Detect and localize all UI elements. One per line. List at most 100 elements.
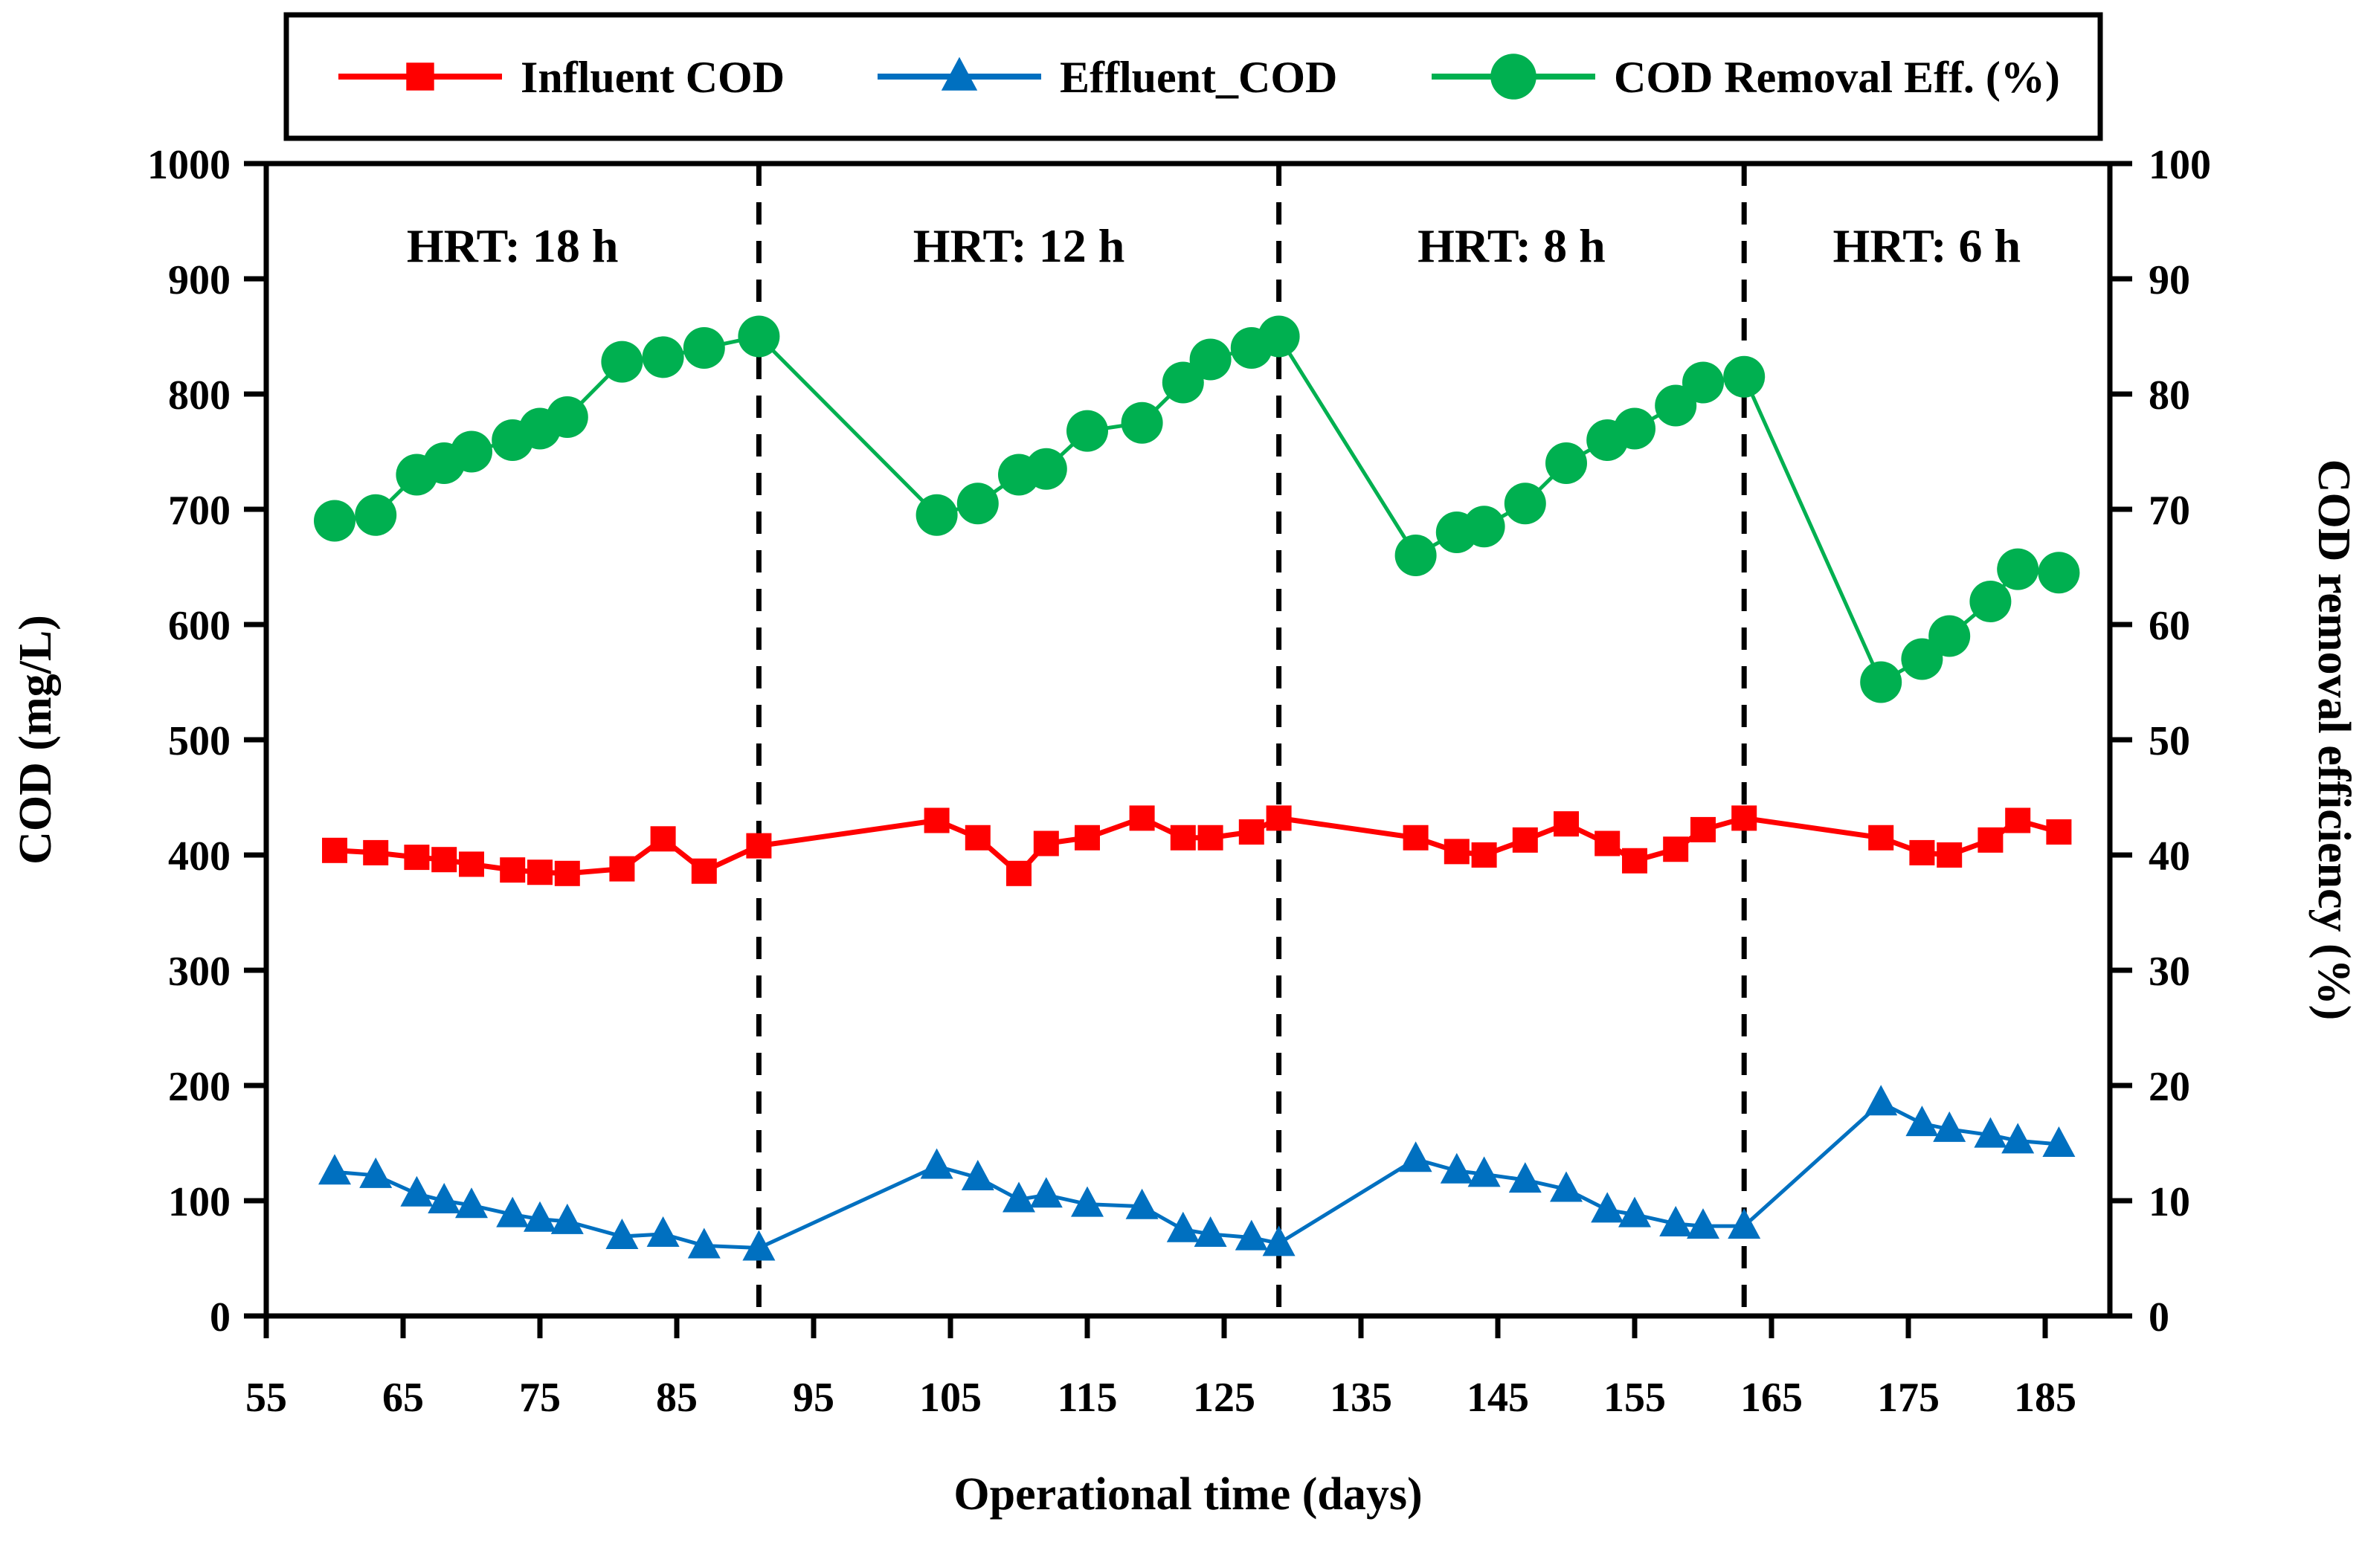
data-point — [1238, 819, 1264, 845]
data-point — [546, 396, 588, 438]
data-point — [1937, 842, 1963, 868]
data-point — [1467, 1156, 1501, 1187]
data-point — [1622, 848, 1647, 874]
data-point — [1928, 615, 1971, 657]
influent-marker-square-icon — [1197, 825, 1223, 851]
effluent-marker-triangle-icon — [1440, 1152, 1473, 1184]
effluent-marker-triangle-icon — [646, 1216, 680, 1247]
removal-marker-circle-icon — [1969, 581, 2012, 622]
data-point — [1170, 825, 1196, 851]
influent-marker-square-icon — [1909, 839, 1935, 865]
x-tick-label: 155 — [1603, 1375, 1666, 1421]
x-tick-label: 185 — [2014, 1375, 2076, 1421]
data-point — [1129, 805, 1155, 831]
data-point — [524, 1201, 556, 1232]
data-point — [642, 336, 684, 378]
influent-marker-square-icon — [406, 62, 434, 91]
effluent-marker-triangle-icon — [1029, 1177, 1063, 1208]
removal-marker-circle-icon — [1121, 401, 1163, 444]
influent-marker-square-icon — [1444, 839, 1470, 865]
data-point — [2046, 819, 2072, 845]
data-point — [1969, 581, 2012, 622]
data-point — [1618, 1196, 1651, 1227]
x-tick-label: 75 — [519, 1375, 561, 1421]
removal-marker-circle-icon — [642, 336, 684, 378]
data-point — [1025, 448, 1067, 490]
data-point — [605, 1219, 639, 1250]
x-tick-label: 95 — [793, 1375, 834, 1421]
removal-marker-circle-icon — [1614, 407, 1655, 450]
effluent-marker-triangle-icon — [605, 1219, 639, 1250]
series-effluent-cod — [318, 1085, 2076, 1261]
legend-item: Influent COD — [338, 53, 785, 102]
effluent-marker-triangle-icon — [1467, 1156, 1501, 1187]
data-point — [1121, 401, 1163, 444]
removal-marker-circle-icon — [915, 494, 958, 536]
data-point — [956, 483, 999, 525]
legend-label: Effluent_COD — [1060, 53, 1337, 102]
influent-marker-square-icon — [554, 860, 580, 886]
y-axis-right-title: COD removal efficiency (%) — [2308, 459, 2359, 1021]
data-point — [1550, 1171, 1583, 1202]
effluent-marker-triangle-icon — [1125, 1188, 1159, 1219]
data-point — [1723, 355, 1766, 398]
data-point — [738, 315, 780, 358]
effluent-marker-triangle-icon — [1659, 1206, 1693, 1236]
removal-marker-circle-icon — [1997, 548, 2039, 590]
removal-marker-circle-icon — [1545, 442, 1587, 484]
data-point — [1659, 1206, 1693, 1236]
y-axis-right: 0 10 20 30 40 50 60 70 80 90 100 — [2110, 142, 2211, 1340]
data-point — [1504, 483, 1546, 525]
data-point — [455, 1187, 488, 1219]
effluent-marker-triangle-icon — [1974, 1117, 2007, 1148]
data-point — [363, 839, 389, 865]
removal-marker-circle-icon — [1394, 535, 1437, 576]
removal-marker-circle-icon — [1025, 448, 1067, 490]
data-point — [500, 857, 526, 883]
legend-item: Effluent_COD — [878, 53, 1337, 102]
data-point — [920, 1148, 953, 1179]
influent-marker-square-icon — [1690, 816, 1716, 842]
x-tick-label: 55 — [245, 1375, 287, 1421]
effluent-marker-triangle-icon — [1235, 1219, 1268, 1251]
y-left-tick-label: 900 — [168, 257, 231, 303]
y-left-tick-label: 0 — [210, 1294, 231, 1340]
influent-marker-square-icon — [431, 847, 457, 873]
effluent-marker-triangle-icon — [920, 1148, 953, 1179]
data-point — [1868, 825, 1894, 851]
x-tick-label: 65 — [382, 1375, 424, 1421]
influent-marker-square-icon — [1403, 825, 1429, 851]
removal-marker-circle-icon — [451, 430, 492, 473]
data-point — [961, 1160, 994, 1190]
effluent-marker-triangle-icon — [1550, 1171, 1583, 1202]
x-axis: 55 65 75 85 95 105 115 125 135 145 155 165 175 185 — [245, 1316, 2076, 1421]
removal-marker-circle-icon — [355, 494, 397, 536]
data-point — [1905, 1106, 1939, 1137]
removal-marker-circle-icon — [738, 315, 780, 358]
y-right-tick-label: 20 — [2149, 1064, 2190, 1110]
effluent-marker-triangle-icon — [428, 1183, 461, 1213]
influent-marker-square-icon — [322, 837, 347, 863]
data-point — [1471, 842, 1497, 868]
influent-marker-square-icon — [1663, 836, 1689, 862]
data-point — [527, 859, 553, 885]
removal-marker-circle-icon — [1723, 355, 1766, 398]
effluent-marker-triangle-icon — [961, 1160, 994, 1190]
data-point — [1909, 839, 1935, 865]
effluent-marker-triangle-icon — [1166, 1211, 1200, 1242]
removal-marker-circle-icon — [1928, 615, 1971, 657]
data-point — [683, 327, 725, 369]
removal-marker-circle-icon — [1504, 483, 1546, 525]
data-point — [1463, 506, 1505, 548]
effluent-marker-triangle-icon — [2001, 1123, 2035, 1154]
data-point — [1731, 805, 1757, 831]
effluent-marker-triangle-icon — [524, 1201, 556, 1232]
data-point — [1258, 315, 1300, 358]
x-tick-label: 85 — [656, 1375, 698, 1421]
data-point — [318, 1154, 351, 1185]
influent-marker-square-icon — [650, 826, 676, 852]
y-right-tick-label: 50 — [2149, 718, 2190, 764]
influent-marker-square-icon — [691, 858, 717, 884]
data-point — [1690, 816, 1716, 842]
